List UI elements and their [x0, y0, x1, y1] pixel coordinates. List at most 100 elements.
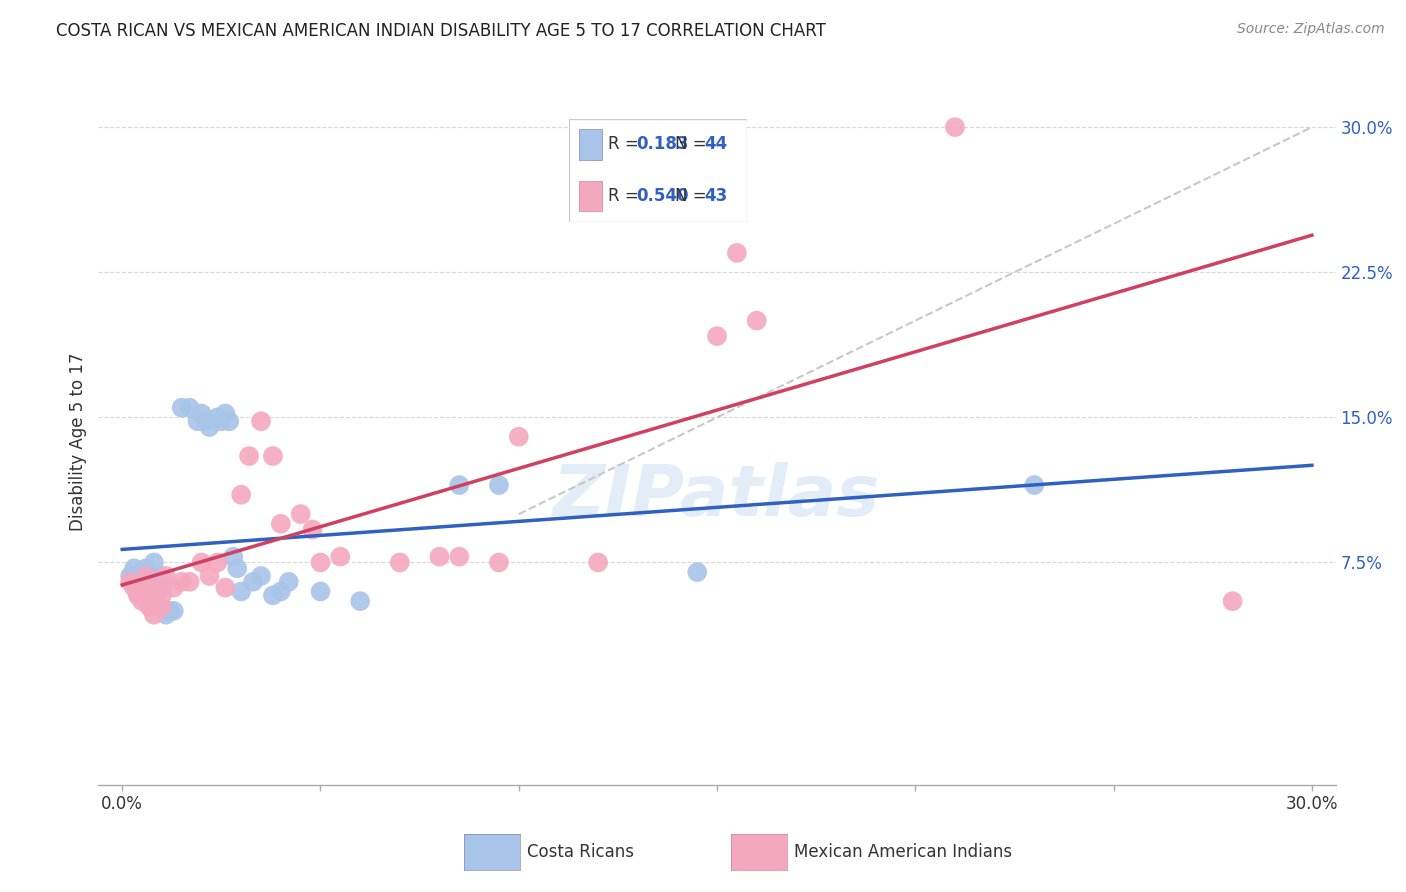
Point	[198, 569, 221, 583]
Point	[231, 584, 253, 599]
Point	[1222, 594, 1244, 608]
Point	[146, 584, 169, 599]
Point	[179, 401, 201, 415]
Text: N =: N =	[675, 136, 713, 153]
Point	[150, 569, 173, 583]
Point	[179, 574, 201, 589]
Point	[127, 574, 149, 589]
Point	[135, 594, 157, 608]
Point	[170, 574, 193, 589]
Point	[586, 556, 609, 570]
Point	[155, 607, 177, 622]
Text: 43: 43	[704, 187, 727, 205]
Point	[131, 565, 153, 579]
Point	[943, 120, 966, 135]
Text: N =: N =	[675, 187, 713, 205]
Point	[222, 549, 245, 564]
Point	[135, 588, 157, 602]
Text: Source: ZipAtlas.com: Source: ZipAtlas.com	[1237, 22, 1385, 37]
Point	[131, 584, 153, 599]
Point	[388, 556, 411, 570]
Point	[142, 584, 165, 599]
Point	[270, 516, 292, 531]
FancyBboxPatch shape	[568, 119, 747, 222]
Point	[301, 523, 323, 537]
Point	[745, 313, 768, 327]
FancyBboxPatch shape	[579, 129, 602, 160]
Point	[142, 594, 165, 608]
Point	[429, 549, 451, 564]
Point	[270, 584, 292, 599]
Point	[488, 478, 510, 492]
Point	[194, 414, 217, 428]
Point	[159, 604, 181, 618]
Text: COSTA RICAN VS MEXICAN AMERICAN INDIAN DISABILITY AGE 5 TO 17 CORRELATION CHART: COSTA RICAN VS MEXICAN AMERICAN INDIAN D…	[56, 22, 827, 40]
Text: 0.183: 0.183	[637, 136, 689, 153]
Point	[187, 414, 209, 428]
Point	[127, 588, 149, 602]
Point	[231, 488, 253, 502]
Point	[142, 607, 165, 622]
Point	[198, 420, 221, 434]
Point	[686, 565, 709, 579]
Point	[329, 549, 352, 564]
Point	[131, 584, 153, 599]
Point	[163, 604, 186, 618]
Point	[449, 549, 471, 564]
Point	[150, 581, 173, 595]
Point	[214, 581, 236, 595]
Text: 0.540: 0.540	[637, 187, 689, 205]
Point	[127, 588, 149, 602]
Point	[449, 478, 471, 492]
Point	[120, 574, 142, 589]
Point	[218, 414, 240, 428]
Point	[226, 561, 249, 575]
Point	[120, 569, 142, 583]
Text: ZIPatlas: ZIPatlas	[554, 462, 880, 531]
Point	[250, 414, 273, 428]
Point	[277, 574, 299, 589]
Point	[214, 407, 236, 421]
Point	[122, 581, 145, 595]
Point	[262, 588, 284, 602]
Point	[150, 588, 173, 602]
Point	[238, 449, 260, 463]
Point	[142, 556, 165, 570]
Text: R =: R =	[607, 136, 644, 153]
Point	[139, 581, 162, 595]
Point	[706, 329, 728, 343]
Point	[135, 569, 157, 583]
Point	[349, 594, 371, 608]
Point	[209, 414, 232, 428]
Point	[139, 599, 162, 614]
Text: Mexican American Indians: Mexican American Indians	[794, 843, 1012, 861]
Text: Costa Ricans: Costa Ricans	[527, 843, 634, 861]
Point	[163, 581, 186, 595]
Point	[207, 556, 229, 570]
Point	[242, 574, 264, 589]
Point	[207, 410, 229, 425]
Point	[262, 449, 284, 463]
Point	[190, 556, 212, 570]
Point	[139, 588, 162, 602]
Point	[309, 556, 332, 570]
Point	[131, 594, 153, 608]
Point	[155, 569, 177, 583]
Point	[146, 599, 169, 614]
Text: R =: R =	[607, 187, 644, 205]
Point	[290, 507, 312, 521]
Point	[250, 569, 273, 583]
Point	[309, 584, 332, 599]
Y-axis label: Disability Age 5 to 17: Disability Age 5 to 17	[69, 352, 87, 531]
Point	[488, 556, 510, 570]
Point	[150, 599, 173, 614]
Point	[135, 561, 157, 575]
Point	[139, 569, 162, 583]
Point	[170, 401, 193, 415]
FancyBboxPatch shape	[579, 180, 602, 211]
Point	[666, 178, 689, 193]
Point	[508, 430, 530, 444]
Point	[135, 574, 157, 589]
Point	[122, 561, 145, 575]
Point	[139, 599, 162, 614]
